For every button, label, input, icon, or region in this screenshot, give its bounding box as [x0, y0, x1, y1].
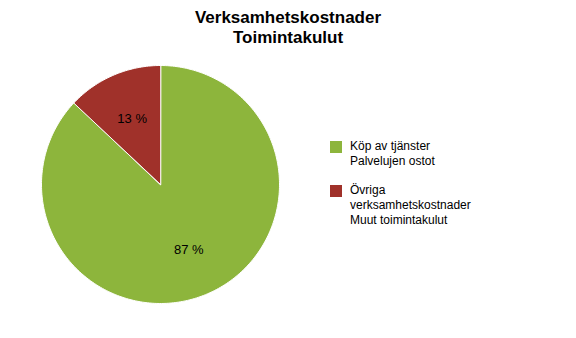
html-text:Köp av tjänster Palvelujen ost: Köp av tjänster Palvelujen ostot	[350, 139, 435, 169]
html-text:Övriga verksamhetskostnader Mu: Övriga verksamhetskostnader Muut toimint…	[350, 183, 471, 228]
svg-text:87 %: 87 %	[174, 242, 204, 257]
svg-text:13 %: 13 %	[117, 111, 147, 126]
html-text:Verksamhetskostnader Toimintak: Verksamhetskostnader Toimintakulut	[194, 8, 382, 48]
